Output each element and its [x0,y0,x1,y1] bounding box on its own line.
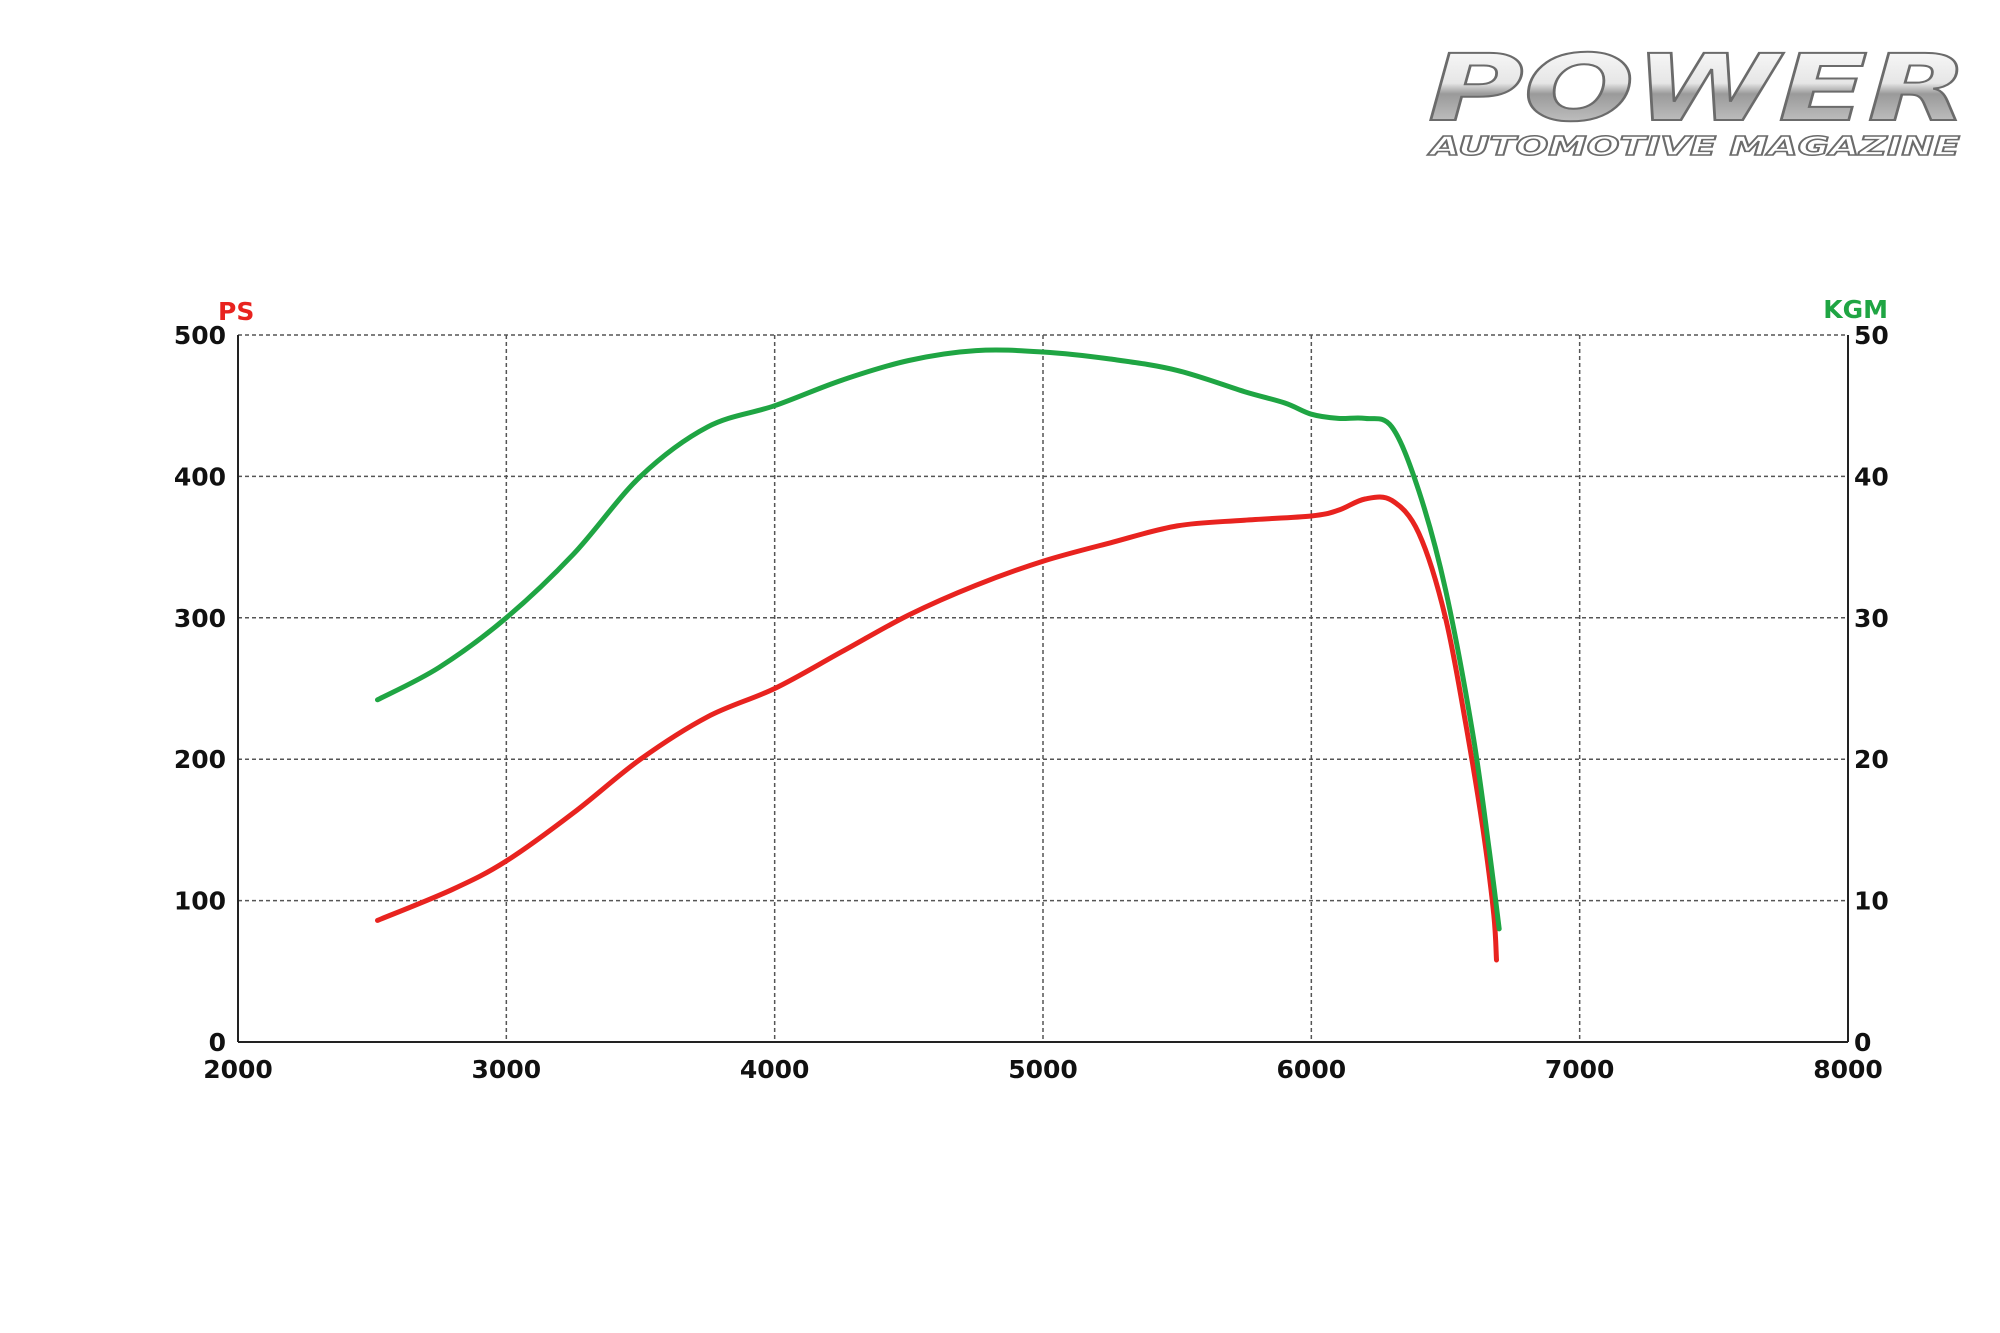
x-tick-label: 6000 [1277,1055,1347,1084]
logo-title: POWER [1428,40,1968,142]
y-right-tick-label: 50 [1854,321,1889,350]
y-right-tick-label: 0 [1854,1028,1871,1057]
y-right-tick-label: 30 [1854,604,1889,633]
y-right-tick-label: 40 [1854,462,1889,491]
x-tick-label: 2000 [203,1055,273,1084]
power-magazine-logo: POWER AUTOMOTIVE MAGAZINE [1420,34,1980,175]
y-axis-right-label: KGM [1823,295,1888,324]
chart-lines [375,347,1502,963]
torque-curve [375,347,1502,932]
x-tick-label: 8000 [1813,1055,1883,1084]
y-left-tick-label: 0 [209,1028,226,1057]
y-left-tick-label: 200 [174,745,226,774]
chart-axes [237,335,1849,1043]
y-left-tick-label: 300 [174,604,226,633]
x-tick-label: 5000 [1008,1055,1078,1084]
x-tick-label: 7000 [1545,1055,1615,1084]
x-tick-label: 4000 [740,1055,810,1084]
y-left-tick-label: 400 [174,462,226,491]
y-right-tick-label: 20 [1854,745,1889,774]
chart-ticks: 2000 3000 4000 5000 6000 7000 8000010020030040… [174,321,1889,1084]
x-tick-label: 3000 [472,1055,542,1084]
y-axis-left-label: PS [218,297,254,326]
y-right-tick-label: 10 [1854,887,1889,916]
power-curve [375,494,1499,963]
logo-subtitle: AUTOMOTIVE MAGAZINE [1427,132,1960,162]
y-left-tick-label: 500 [174,321,226,350]
y-left-tick-label: 100 [174,887,226,916]
chart-grid [238,334,1848,1042]
